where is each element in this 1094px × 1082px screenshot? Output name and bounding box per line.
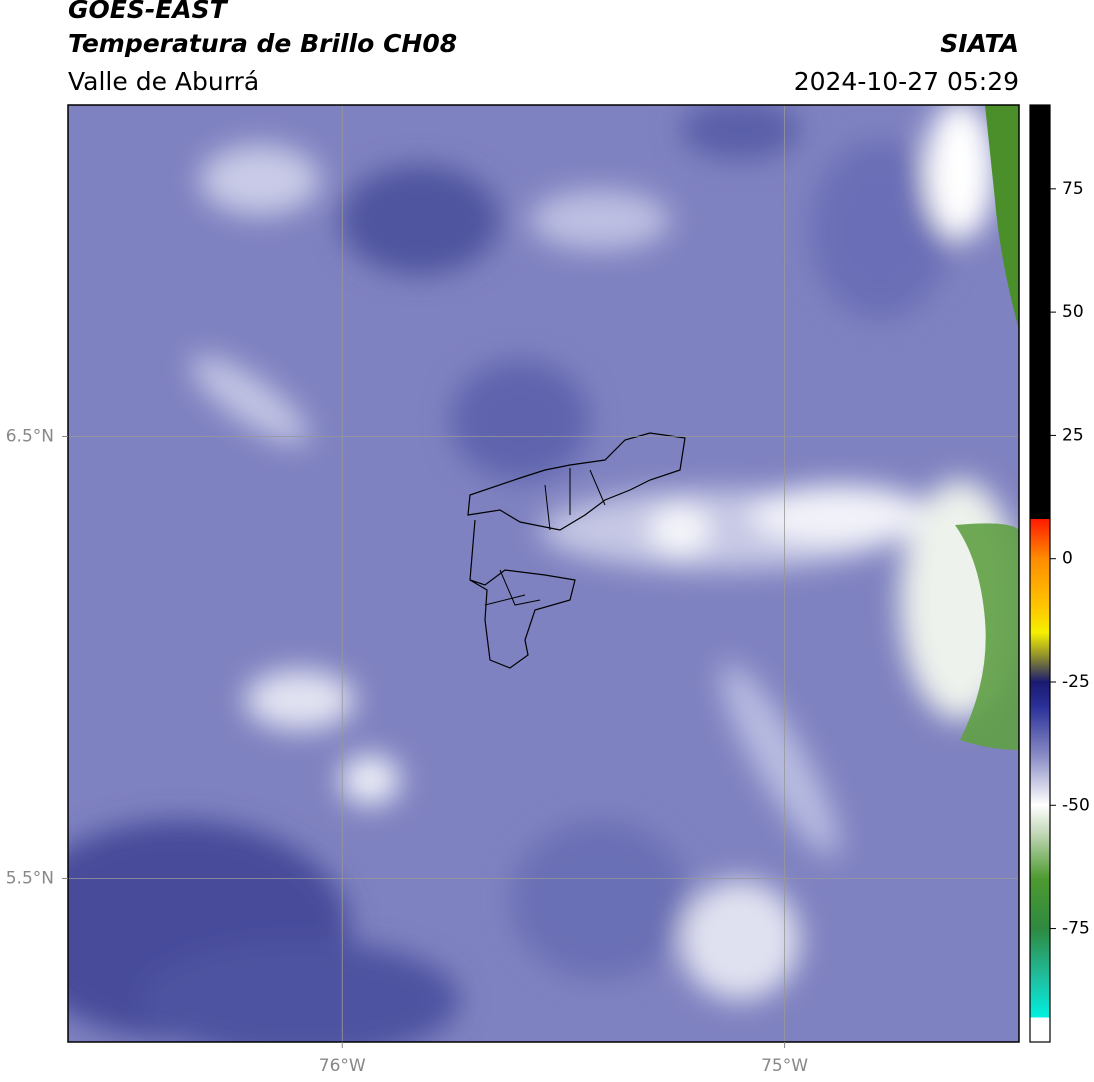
subtitle: Temperatura de Brillo CH08 [68, 29, 457, 58]
x-tick-label: 75°W [761, 1056, 808, 1076]
source: SIATA [940, 29, 1019, 58]
y-tick-label: 6.5°N [6, 426, 54, 446]
colorbar-tick-label: 0 [1062, 549, 1073, 569]
region: Valle de Aburrá [68, 67, 259, 96]
colorbar-tick-label: 25 [1062, 425, 1084, 445]
satellite-image [68, 105, 1019, 1042]
colorbar-tick-label: 75 [1062, 179, 1084, 199]
map-frame [67, 104, 1020, 1043]
colorbar-tick-label: 50 [1062, 302, 1084, 322]
colorbar [1029, 104, 1051, 1043]
graticule [68, 105, 1019, 1042]
colorbar-tick-label: -25 [1062, 672, 1090, 692]
colorbar-tick-label: -75 [1062, 919, 1090, 939]
x-tick-label: 76°W [319, 1056, 366, 1076]
colorbar-tick-label: -50 [1062, 795, 1090, 815]
title: GOES-EAST [68, 0, 229, 24]
datetime: 2024-10-27 05:29 [794, 67, 1019, 96]
y-tick-label: 5.5°N [6, 868, 54, 888]
